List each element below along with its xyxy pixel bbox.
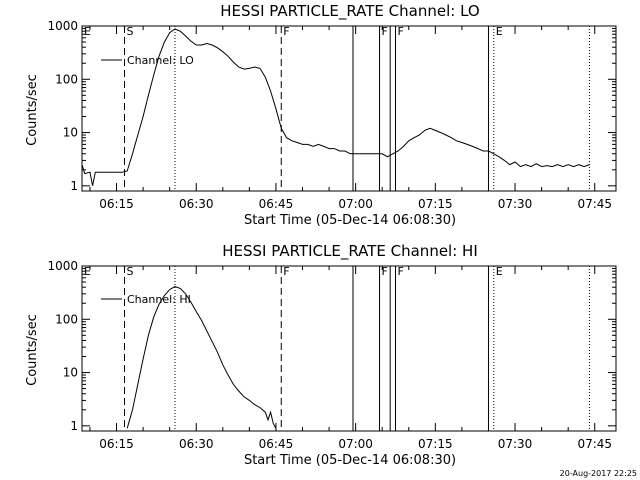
event-marker-label: E <box>496 25 503 38</box>
x-tick-label: 07:15 <box>418 437 453 451</box>
chart-title: HESSI PARTICLE_RATE Channel: HI <box>222 242 478 261</box>
series-line <box>81 28 590 186</box>
series-line <box>126 286 277 429</box>
y-tick-label: 1 <box>70 419 78 433</box>
event-marker-label: F <box>382 265 388 278</box>
event-marker-label: S <box>127 25 134 38</box>
event-marker-label: F <box>283 25 289 38</box>
x-tick-label: 07:45 <box>577 197 612 211</box>
event-marker-label: S <box>127 265 134 278</box>
x-tick-label: 06:30 <box>179 437 214 451</box>
y-tick-label: 10 <box>63 366 78 380</box>
plot-frame <box>81 25 617 192</box>
event-marker-label: F <box>397 265 403 278</box>
y-axis-label: Counts/sec <box>25 74 40 146</box>
y-axis-label: Counts/sec <box>25 314 40 386</box>
panel-lo: HESSI PARTICLE_RATE Channel: LO Counts/s… <box>25 2 617 228</box>
chart-title: HESSI PARTICLE_RATE Channel: LO <box>220 2 479 21</box>
legend: Channel: HI <box>101 293 191 306</box>
event-marker-label: E <box>496 265 503 278</box>
plot-frame <box>81 265 617 432</box>
event-marker-label: E <box>84 25 91 38</box>
y-tick-label: 1000 <box>47 19 78 33</box>
x-tick-label: 06:30 <box>179 197 214 211</box>
event-marker-label: F <box>382 25 388 38</box>
timestamp: 20-Aug-2017 22:25 <box>560 469 637 478</box>
x-axis-label: Start Time (05-Dec-14 06:08:30) <box>244 213 456 228</box>
x-tick-label: 07:45 <box>577 437 612 451</box>
legend-label: Channel: LO <box>127 54 194 67</box>
y-tick-label: 100 <box>55 72 78 86</box>
x-tick-label: 07:30 <box>498 437 533 451</box>
event-marker-label: F <box>283 265 289 278</box>
y-tick-label: 1000 <box>47 259 78 273</box>
event-marker-label: F <box>397 25 403 38</box>
x-tick-label: 07:00 <box>338 437 373 451</box>
x-tick-label: 06:45 <box>259 437 294 451</box>
x-tick-label: 06:45 <box>259 197 294 211</box>
y-tick-label: 100 <box>55 312 78 326</box>
x-tick-label: 07:30 <box>498 197 533 211</box>
x-tick-label: 06:15 <box>99 197 134 211</box>
y-tick-label: 10 <box>63 126 78 140</box>
x-tick-label: 07:15 <box>418 197 453 211</box>
event-marker-label: E <box>84 265 91 278</box>
x-tick-label: 06:15 <box>99 437 134 451</box>
y-tick-label: 1 <box>70 179 78 193</box>
x-tick-label: 07:00 <box>338 197 373 211</box>
legend: Channel: LO <box>101 54 194 67</box>
x-axis-label: Start Time (05-Dec-14 06:08:30) <box>244 453 456 468</box>
panel-hi: HESSI PARTICLE_RATE Channel: HI Counts/s… <box>25 242 617 468</box>
